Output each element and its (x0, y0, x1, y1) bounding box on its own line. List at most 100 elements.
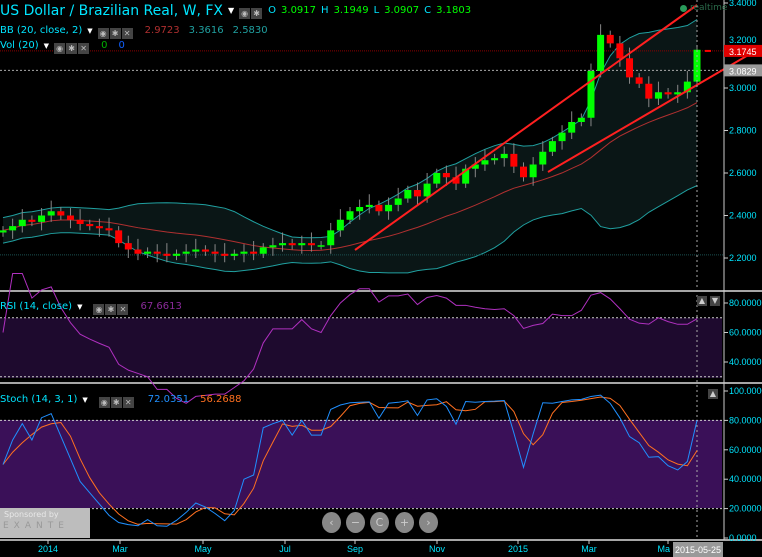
stoch-tick-label: 80.0000 (729, 415, 762, 425)
candle (230, 253, 238, 256)
close-icon[interactable]: ✕ (117, 304, 129, 315)
low-value: 3.0907 (384, 5, 420, 16)
candle (47, 211, 55, 216)
candle (57, 211, 65, 216)
time-tick-label: Jul (279, 544, 291, 554)
rsi-label[interactable]: RSI (14, close) (0, 301, 73, 312)
time-tick-label: Nov (429, 544, 446, 554)
close-icon[interactable]: ✕ (78, 43, 90, 54)
rsi-tick-label: 80.0000 (729, 298, 762, 308)
bb-lower-value: 2.5830 (232, 25, 268, 36)
candle (163, 253, 171, 256)
candle (288, 243, 296, 246)
scroll-right-button[interactable]: › (419, 512, 438, 533)
candle (28, 219, 36, 222)
crosshair-date-badge (673, 542, 723, 557)
stoch-band-fill (0, 420, 722, 508)
candle (105, 228, 113, 231)
bb-legend: BB (20, close, 2) ▼ ◉ ✱ ✕ 2.9723 3.3616 2.5… (0, 21, 268, 40)
candle (413, 190, 421, 197)
stoch-label[interactable]: Stoch (14, 3, 1) (0, 394, 78, 405)
candle (626, 58, 634, 78)
open-value: 3.0917 (281, 5, 317, 16)
dropdown-icon[interactable]: ▼ (77, 302, 83, 311)
candle (279, 243, 287, 246)
dropdown-icon[interactable]: ▼ (43, 41, 50, 50)
time-tick-label: Ma (657, 544, 670, 554)
dropdown-icon[interactable]: ▼ (228, 6, 235, 15)
gear-icon[interactable]: ✱ (251, 8, 263, 19)
gear-icon[interactable]: ✱ (66, 43, 78, 54)
eye-icon[interactable]: ◉ (239, 8, 251, 19)
crosshair-price-label: 3.0829 (729, 66, 757, 76)
candle (336, 219, 344, 231)
high-value: 3.1949 (333, 5, 369, 16)
eye-icon[interactable]: ◉ (98, 397, 110, 408)
candle (259, 247, 267, 254)
stoch-tick-label: 60.0000 (729, 445, 762, 455)
sponsor-badge[interactable]: Sponsored by EXANTE (0, 508, 90, 538)
time-tick-label: 2015 (508, 544, 528, 554)
stoch-d-line (2, 396, 698, 525)
candle (134, 249, 142, 254)
gear-icon[interactable]: ✱ (105, 304, 117, 315)
candle (307, 243, 315, 246)
zoom-out-button[interactable]: − (346, 512, 365, 533)
rsi-line (2, 273, 698, 404)
price-tick-label: 3.2000 (729, 35, 757, 45)
candle (510, 153, 518, 167)
scroll-left-button[interactable]: ‹ (322, 512, 341, 533)
bb-mid-value: 2.9723 (144, 25, 180, 36)
last-price-label: 3.1745 (729, 47, 757, 57)
gear-icon[interactable]: ✱ (109, 28, 121, 39)
dropdown-icon[interactable]: ▼ (87, 26, 93, 35)
candle (317, 245, 325, 247)
candle (327, 230, 335, 246)
reset-button[interactable]: C (370, 512, 389, 533)
time-tick-label: Mar (581, 544, 597, 554)
stoch-tick-label: 20.0000 (729, 504, 762, 514)
eye-icon[interactable]: ◉ (97, 28, 109, 39)
vol-value: 0 (101, 40, 108, 51)
candle (616, 43, 624, 59)
vol-ma-value: 0 (118, 40, 125, 51)
candle (153, 251, 161, 254)
symbol-title[interactable]: US Dollar / Brazilian Real, W, FX (0, 2, 223, 19)
candle (365, 204, 373, 207)
move-up-icon[interactable]: ▲ (697, 296, 707, 306)
vol-label[interactable]: Vol (20) (0, 40, 39, 51)
move-up-icon[interactable]: ▲ (708, 389, 718, 399)
rsi-tick-label: 40.0000 (729, 357, 762, 367)
candle (269, 245, 277, 248)
price-tick-label: 3.4000 (729, 0, 757, 8)
zoom-in-button[interactable]: + (395, 512, 414, 533)
bb-label[interactable]: BB (20, close, 2) (0, 25, 83, 36)
candle (66, 215, 74, 220)
candle (250, 251, 258, 254)
candle (433, 173, 441, 184)
eye-icon[interactable]: ◉ (54, 43, 66, 54)
candle (201, 249, 209, 252)
rsi-tick-label: 60.0000 (729, 328, 762, 338)
candle (635, 77, 643, 84)
candle (423, 183, 431, 197)
close-icon[interactable]: ✕ (121, 28, 133, 39)
candle (385, 204, 393, 212)
candle (462, 168, 470, 184)
candle (606, 34, 614, 44)
gear-icon[interactable]: ✱ (110, 397, 122, 408)
move-down-icon[interactable]: ▼ (710, 296, 720, 306)
candle (674, 92, 682, 95)
candle (539, 151, 547, 165)
dropdown-icon[interactable]: ▼ (82, 395, 88, 404)
stoch-d-value: 56.2688 (200, 394, 242, 405)
time-tick-label: 2014 (38, 544, 58, 554)
candle (182, 251, 190, 254)
eye-icon[interactable]: ◉ (93, 304, 105, 315)
open-label: O (268, 5, 277, 16)
time-tick-label: Sep (347, 544, 363, 554)
candle (192, 249, 200, 252)
close-icon[interactable]: ✕ (122, 397, 134, 408)
candle (520, 166, 527, 178)
